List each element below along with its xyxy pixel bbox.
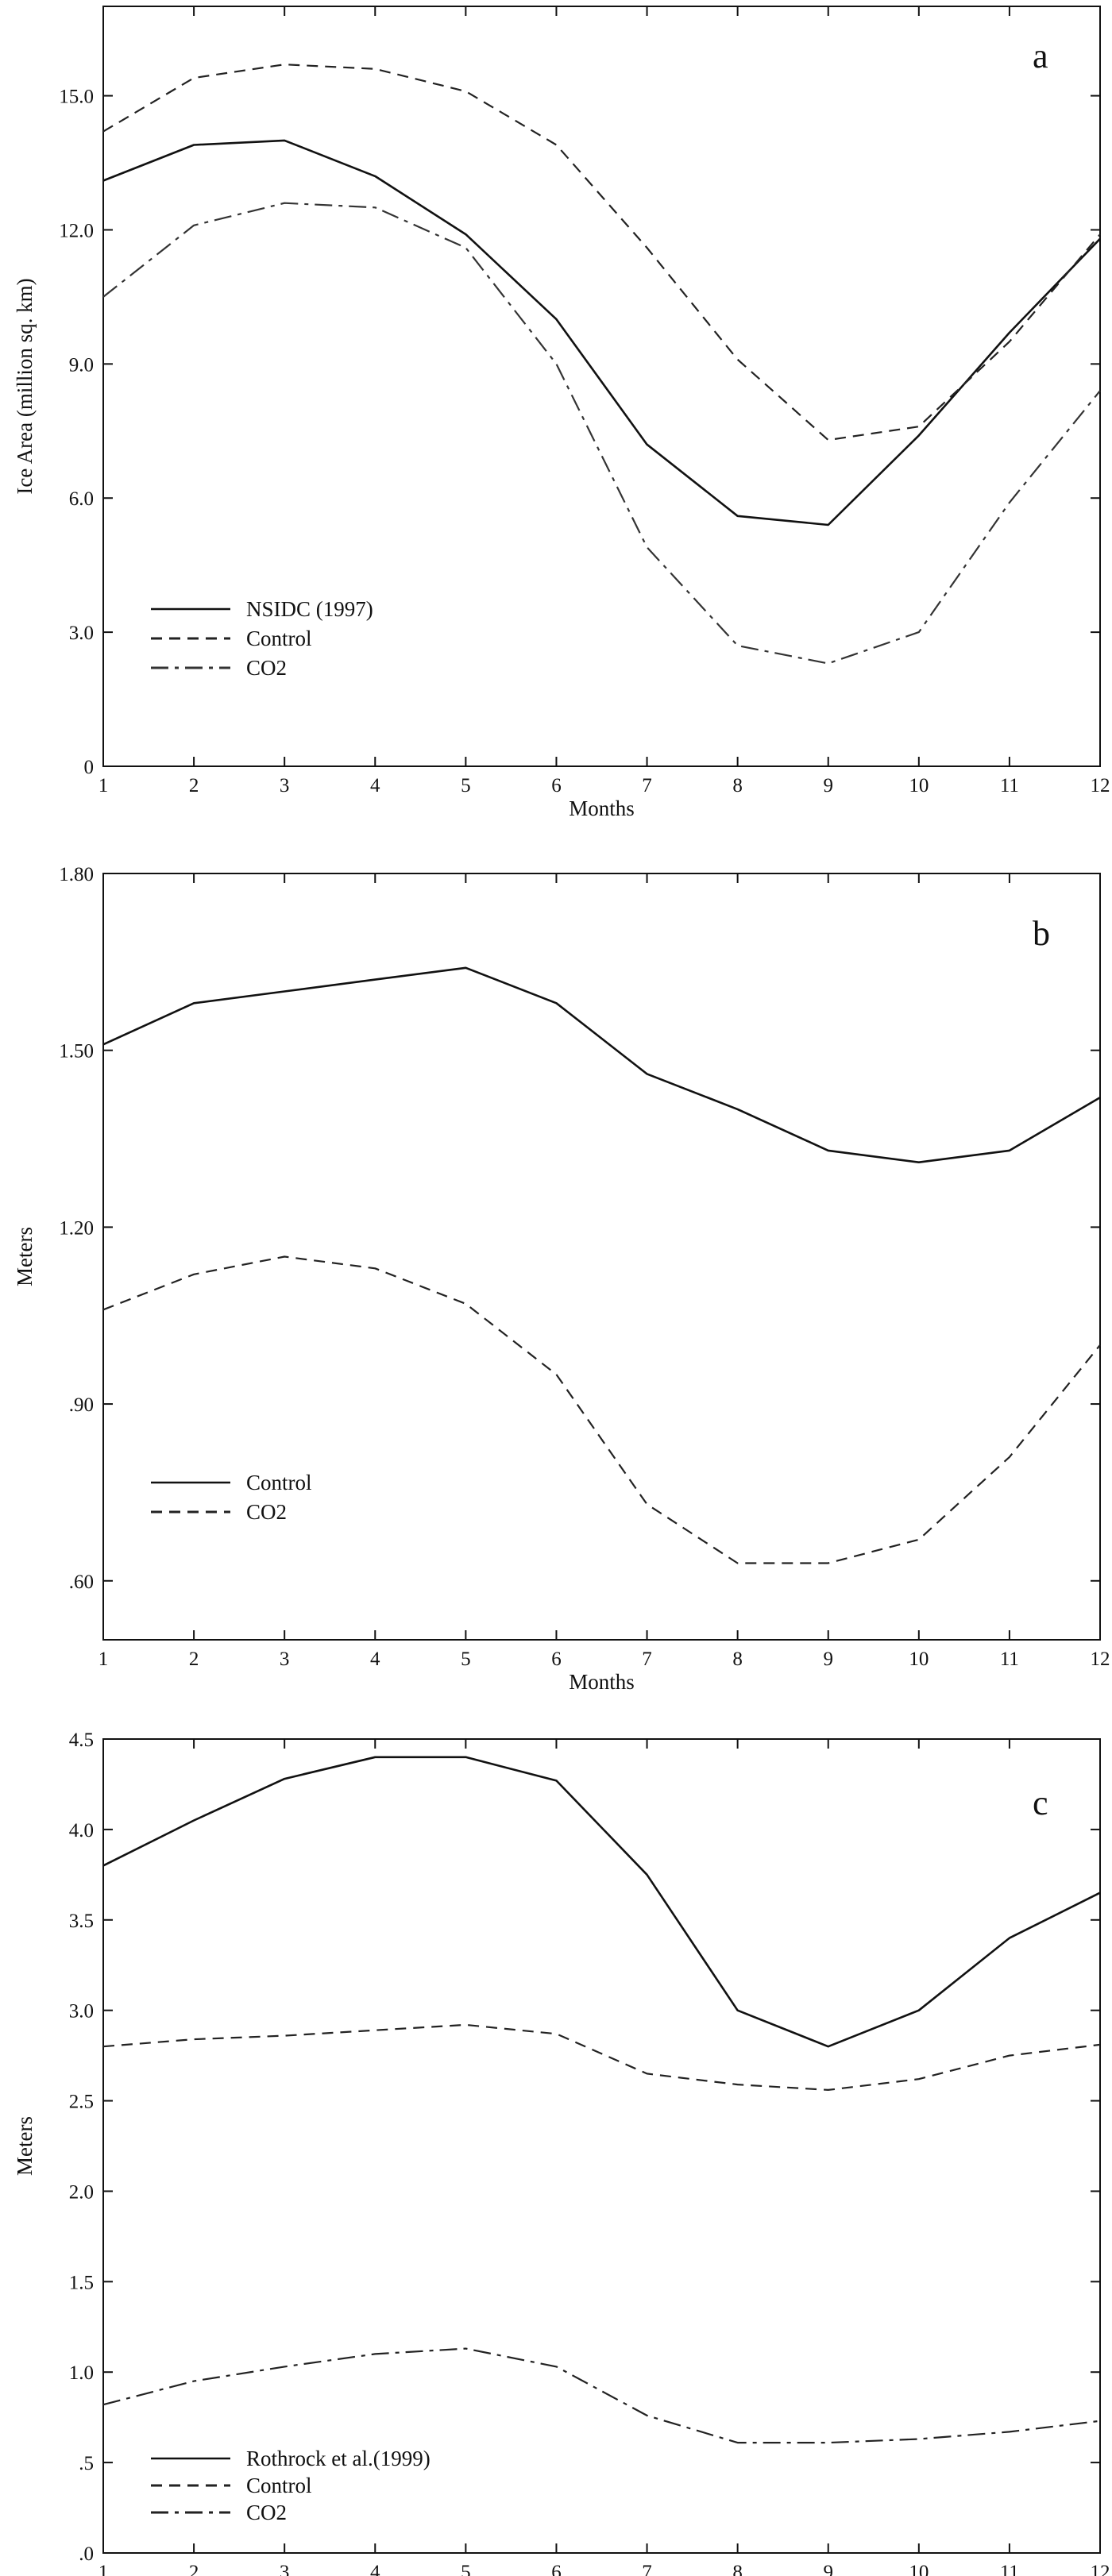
series-line-2 [102, 64, 1101, 442]
x-tick-label: 7 [642, 2562, 652, 2576]
x-tick-label: 6 [551, 775, 562, 796]
legend: NSIDC (1997) Control CO2 [151, 597, 373, 680]
plot-frame [102, 6, 1101, 767]
y-tick-label: 3.0 [69, 623, 94, 644]
y-tick-label: 15.0 [59, 87, 94, 108]
x-tick-label: 2 [189, 1649, 199, 1670]
x-axis-label: Months [569, 796, 635, 820]
x-tick-label: 7 [642, 1649, 652, 1670]
x-tick-label: 5 [461, 1649, 471, 1670]
legend-entry: Rothrock et al.(1999) [246, 2447, 431, 2470]
y-tick-label: 9.0 [69, 354, 94, 376]
y-tick-label: 3.0 [69, 2001, 94, 2023]
y-axis-label: Meters [13, 1227, 37, 1286]
x-tick-label: 5 [461, 775, 471, 796]
x-tick-label: 1 [98, 775, 109, 796]
y-tick-label: 0 [84, 757, 95, 778]
series-line-3 [102, 202, 1101, 665]
x-tick-label: 12 [1091, 1649, 1110, 1670]
x-tick-label: 7 [642, 775, 652, 796]
legend: Control CO2 [151, 1471, 312, 1524]
series-line-1 [102, 139, 1101, 526]
x-tick-label: 3 [280, 775, 290, 796]
x-tick-label: 11 [1000, 1649, 1019, 1670]
legend-entry: Control [246, 2474, 312, 2497]
y-tick-label: 1.0 [69, 2362, 94, 2384]
panel-a: 03.06.09.012.015.01 2 3 4 5 6 7 8 9 10 11 12MonthsI… [13, 6, 1110, 820]
y-tick-label: 12.0 [59, 220, 94, 241]
series-line-2 [102, 1255, 1101, 1564]
series-line-1 [102, 966, 1101, 1163]
x-tick-label: 9 [823, 775, 833, 796]
x-tick-label: 6 [551, 1649, 562, 1670]
panel-letter: a [1033, 37, 1048, 75]
y-tick-label: 4.0 [69, 1820, 94, 1841]
panel-letter: c [1033, 1784, 1048, 1822]
panel-b: .60.901.201.501.801 2 3 4 5 6 7 8 9 10 11 12MonthsM… [13, 864, 1110, 1694]
x-tick-label: 10 [909, 2562, 929, 2576]
x-tick-label: 4 [370, 775, 380, 796]
legend-entry: Control [246, 627, 312, 650]
x-tick-label: 9 [823, 2562, 833, 2576]
legend: Rothrock et al.(1999) Control CO2 [151, 2447, 431, 2524]
x-tick-label: 2 [189, 2562, 199, 2576]
legend-entry: CO2 [246, 656, 287, 680]
x-tick-label: 1 [98, 1649, 109, 1670]
x-tick-label: 10 [909, 1649, 929, 1670]
y-tick-label: 1.20 [59, 1217, 94, 1239]
x-axis-label: Months [569, 1670, 635, 1694]
x-tick-label: 1 [98, 2562, 109, 2576]
x-tick-label: 9 [823, 1649, 833, 1670]
x-tick-label: 11 [1000, 2562, 1019, 2576]
panel-letter: b [1033, 914, 1050, 953]
x-tick-label: 12 [1091, 775, 1110, 796]
legend-entry: CO2 [246, 2501, 287, 2524]
y-tick-label: 1.5 [69, 2272, 94, 2293]
x-tick-label: 3 [280, 2562, 290, 2576]
legend-entry: CO2 [246, 1500, 287, 1524]
x-tick-label: 6 [551, 2562, 562, 2576]
x-tick-label: 8 [732, 1649, 743, 1670]
y-axis-label: Meters [13, 2116, 37, 2176]
series-line-2 [102, 2023, 1101, 2091]
x-tick-label: 3 [280, 1649, 290, 1670]
x-tick-label: 4 [370, 1649, 380, 1670]
x-tick-label: 2 [189, 775, 199, 796]
y-tick-label: 1.50 [59, 1041, 94, 1062]
x-tick-label: 8 [732, 775, 743, 796]
y-tick-label: .90 [69, 1394, 94, 1416]
x-tick-label: 11 [1000, 775, 1019, 796]
x-tick-label: 12 [1091, 2562, 1110, 2576]
series-line-1 [102, 1756, 1101, 2048]
y-tick-label: 2.5 [69, 2092, 94, 2113]
y-tick-label: 2.0 [69, 2181, 94, 2203]
x-tick-label: 4 [370, 2562, 380, 2576]
x-tick-label: 10 [909, 775, 929, 796]
y-tick-label: .5 [79, 2453, 94, 2474]
legend-entry: Control [246, 1471, 312, 1494]
y-tick-label: .60 [69, 1571, 94, 1593]
y-tick-label: 1.80 [59, 864, 94, 885]
legend-entry: NSIDC (1997) [246, 597, 373, 621]
plot-frame [102, 1738, 1101, 2554]
y-tick-label: 6.0 [69, 488, 94, 510]
panel-c: .0.51.01.52.02.53.03.54.04.51 2 3 4 5 6 7 8 9 10 1… [13, 1730, 1110, 2576]
y-tick-label: 4.5 [69, 1730, 94, 1751]
y-tick-label: .0 [79, 2543, 94, 2565]
y-tick-label: 3.5 [69, 1911, 94, 1932]
series-line-3 [102, 2347, 1101, 2444]
x-tick-label: 5 [461, 2562, 471, 2576]
x-tick-label: 8 [732, 2562, 743, 2576]
plot-frame [102, 873, 1101, 1641]
y-axis-label: Ice Area (million sq. km) [13, 278, 37, 494]
